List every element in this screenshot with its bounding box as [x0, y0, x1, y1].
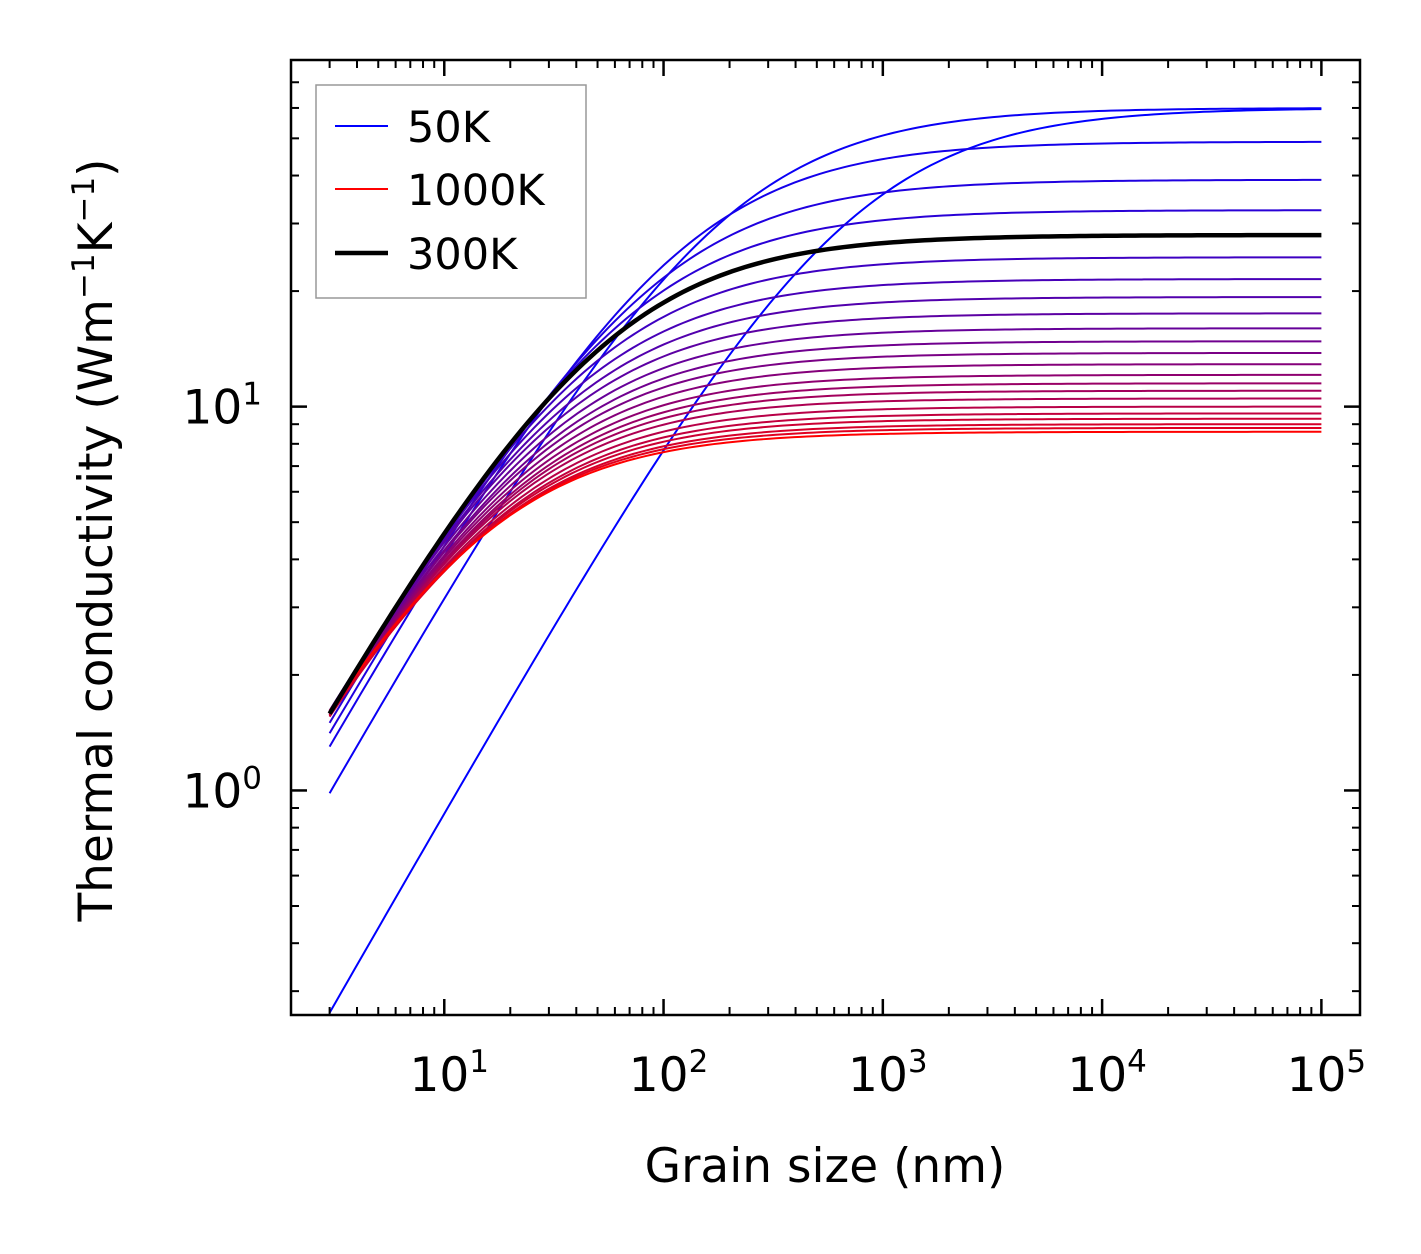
y-axis-title-sup1: −1 [66, 253, 102, 299]
legend: 50K 1000K 300K [315, 84, 587, 299]
series-line-50k [328, 108, 1322, 1014]
legend-label-50k: 50K [407, 103, 492, 153]
series-line-800k [328, 382, 1322, 717]
series-layer [327, 107, 1322, 1014]
x-tick-label-1e5: 105 [1287, 1044, 1367, 1103]
x-tick-label-1e3: 103 [848, 1044, 928, 1103]
series-line-200k [328, 178, 1322, 734]
x-tick-label-1e4: 104 [1067, 1044, 1147, 1103]
series-line-500k [328, 312, 1322, 712]
series-line-950k [328, 405, 1322, 717]
y-axis-title: Thermal conductivity (Wm−1K−1) [66, 158, 124, 922]
y-axis-title-sup2: −1 [66, 177, 102, 223]
tick-label-layer: 101 102 103 104 105 100 101 [182, 377, 1366, 1103]
legend-label-1000k: 1000K [407, 166, 546, 216]
tick-layer [290, 59, 1360, 1015]
series-line-850k [328, 389, 1322, 716]
series-line-350k [328, 256, 1322, 713]
plot-frame [289, 58, 1362, 1017]
series-line-300k [327, 232, 1322, 715]
y-tick-label-1e1: 101 [182, 377, 262, 436]
series-line-750k [328, 373, 1322, 715]
series-line-400k [328, 278, 1322, 712]
series-line-900k [328, 397, 1322, 716]
x-axis-title: Grain size (nm) [645, 1139, 1006, 1194]
y-axis-title-main: Thermal conductivity (Wm [69, 299, 124, 922]
y-axis-title-close: ) [69, 158, 124, 176]
y-axis-title-mid: K [69, 221, 124, 253]
legend-label-300k: 300K [407, 230, 519, 280]
series-line-550k [328, 327, 1322, 713]
series-line-450k [328, 296, 1322, 712]
x-tick-label-1e1: 101 [409, 1044, 489, 1103]
series-line-600k [328, 340, 1322, 715]
series-line-1050k [328, 417, 1322, 717]
series-line-650k [328, 351, 1322, 714]
x-tick-label-1e2: 102 [629, 1044, 709, 1103]
series-line-100k [328, 107, 1322, 794]
series-line-1200k [328, 430, 1322, 712]
series-line-700k [328, 363, 1322, 715]
series-line-1000k [328, 412, 1322, 718]
legend-box [315, 84, 587, 299]
y-tick-label-1e0: 100 [182, 760, 262, 819]
